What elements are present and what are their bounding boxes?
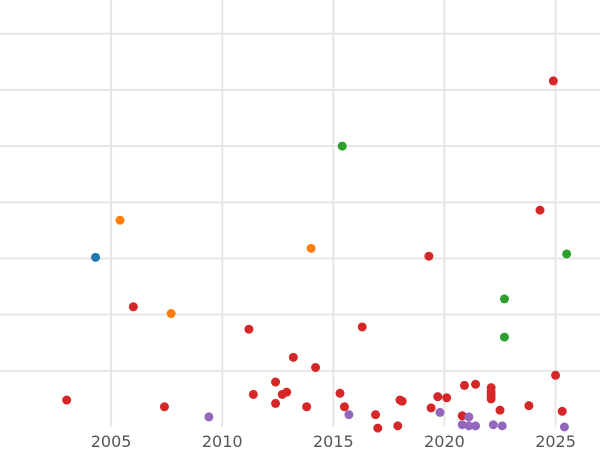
x-axis-tick-labels: 2005 2010 2015 2020 2025 [91, 432, 576, 450]
data-point [433, 392, 443, 402]
data-point [166, 309, 176, 319]
data-point [115, 215, 125, 225]
data-point [128, 302, 138, 312]
data-point [471, 421, 481, 431]
data-point [373, 423, 383, 433]
data-point [497, 421, 507, 431]
data-point [557, 406, 567, 416]
data-point [337, 141, 347, 151]
data-point [302, 402, 312, 412]
data-point [393, 421, 403, 431]
data-point [248, 389, 258, 399]
grid [0, 0, 600, 427]
data-point [335, 388, 345, 398]
data-point [559, 422, 569, 432]
data-point [499, 294, 509, 304]
data-point [442, 393, 452, 403]
x-tick-label: 2005 [91, 432, 132, 450]
data-point [464, 412, 474, 422]
data-point [344, 410, 354, 420]
data-point [306, 243, 316, 253]
data-point [471, 379, 481, 389]
x-tick-label: 2025 [535, 432, 576, 450]
data-point [486, 394, 496, 404]
data-point [551, 370, 561, 380]
data-point [397, 396, 407, 406]
data-point [535, 205, 545, 215]
data-point [457, 411, 467, 421]
data-point [204, 412, 214, 422]
data-point [91, 252, 101, 262]
data-point [159, 402, 169, 412]
data-point [524, 401, 534, 411]
data-point [562, 249, 572, 259]
data-point [457, 420, 467, 430]
data-point [435, 407, 445, 417]
data-point [357, 322, 367, 332]
data-point [271, 377, 281, 387]
data-point [282, 387, 292, 397]
data-point [424, 251, 434, 261]
data-point [495, 405, 505, 415]
x-tick-label: 2010 [202, 432, 243, 450]
x-tick-label: 2020 [424, 432, 465, 450]
data-point [548, 76, 558, 86]
data-point [371, 410, 381, 420]
data-point [311, 362, 321, 372]
data-point [464, 421, 474, 431]
data-point [426, 403, 436, 413]
data-point [288, 352, 298, 362]
data-point [244, 324, 254, 334]
data-point [499, 332, 509, 342]
data-point [339, 402, 349, 412]
data-point [62, 395, 72, 405]
data-point [271, 398, 281, 408]
data-points [62, 76, 572, 433]
data-point [459, 380, 469, 390]
data-point [488, 420, 498, 430]
x-tick-label: 2015 [313, 432, 354, 450]
